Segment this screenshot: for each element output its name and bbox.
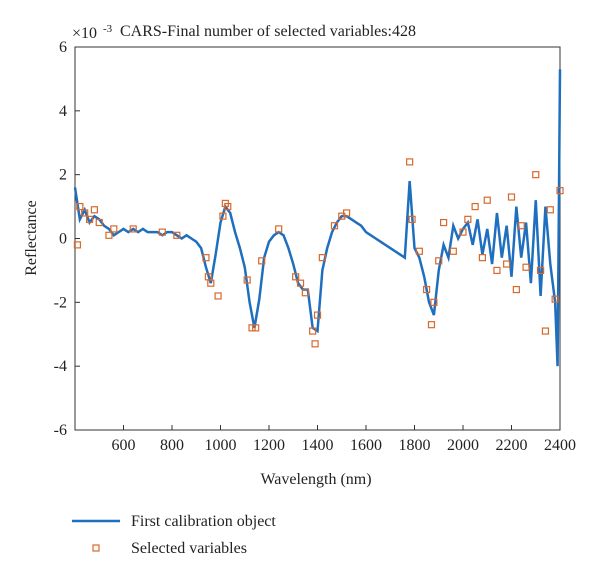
selected-marker <box>95 218 103 227</box>
y-tick-label: -2 <box>54 294 67 311</box>
selected-marker <box>219 212 227 220</box>
selected-marker <box>311 340 319 348</box>
selected-marker <box>546 206 554 214</box>
selected-marker <box>536 266 545 275</box>
x-tick-label: 2200 <box>496 437 528 454</box>
selected-marker <box>129 225 137 233</box>
x-tick-label: 800 <box>160 437 184 454</box>
selected-marker <box>309 327 317 335</box>
selected-marker <box>76 202 84 211</box>
x-axis-label: Wavelength (nm) <box>260 471 371 488</box>
selected-marker <box>301 289 309 297</box>
y-tick-label: -4 <box>54 358 67 375</box>
selected-marker <box>248 324 256 332</box>
selected-marker <box>81 209 89 217</box>
selected-marker <box>258 257 266 265</box>
x-tick-label: 1000 <box>205 437 237 454</box>
y-scale-base: ×10 <box>72 25 97 42</box>
selected-marker <box>493 266 501 275</box>
selected-marker <box>90 206 99 214</box>
y-tick-label: 6 <box>59 39 67 56</box>
selected-marker <box>532 171 540 179</box>
selected-marker <box>507 193 516 201</box>
selected-marker <box>207 279 215 287</box>
selected-marker <box>551 295 559 303</box>
legend-label: Selected variables <box>131 540 247 557</box>
selected-marker <box>478 254 486 262</box>
selected-marker <box>459 228 467 236</box>
selected-marker <box>202 254 210 262</box>
selected-marker <box>105 231 113 239</box>
legend-marker <box>92 544 100 552</box>
selected-marker <box>313 311 322 319</box>
selected-marker <box>464 215 472 223</box>
selected-marker <box>330 222 339 230</box>
selected-marker <box>517 222 525 230</box>
selected-marker <box>541 327 550 335</box>
x-tick-label: 1800 <box>399 437 431 454</box>
selected-marker <box>435 257 443 265</box>
selected-marker <box>296 279 305 287</box>
x-tick-label: 1400 <box>302 437 334 454</box>
selected-marker <box>415 247 423 255</box>
selected-marker <box>318 254 326 262</box>
chart-title: CARS-Final number of selected variables:… <box>120 23 416 40</box>
y-tick-label: -6 <box>54 422 67 439</box>
selected-marker <box>343 209 351 217</box>
selected-marker <box>449 247 457 255</box>
selected-marker <box>471 202 479 211</box>
x-tick-label: 1600 <box>350 437 382 454</box>
selected-marker <box>292 273 300 281</box>
selected-marker <box>440 218 448 227</box>
x-tick-label: 2000 <box>447 437 479 454</box>
selected-marker <box>158 228 166 236</box>
selected-marker <box>243 276 251 284</box>
selected-marker <box>423 285 431 294</box>
selected-marker <box>85 215 94 223</box>
x-tick-label: 1200 <box>253 437 285 454</box>
selected-marker <box>556 187 564 195</box>
y-tick-label: 2 <box>59 167 67 184</box>
y-axis-label: Reflectance <box>23 200 40 276</box>
x-tick-label: 2400 <box>544 437 576 454</box>
selected-marker <box>275 225 283 233</box>
selected-marker <box>503 260 511 268</box>
selected-marker <box>73 241 82 249</box>
y-scale-exponent: -3 <box>103 23 113 35</box>
selected-marker <box>512 285 520 294</box>
selected-marker <box>522 263 530 271</box>
selected-marker <box>406 158 414 166</box>
selected-marker <box>173 231 181 239</box>
y-tick-label: 4 <box>59 103 67 120</box>
selected-marker <box>110 225 118 233</box>
legend-label: First calibration object <box>131 513 276 530</box>
selected-marker <box>224 202 232 211</box>
selected-marker <box>430 298 438 306</box>
selected-marker <box>214 292 222 300</box>
selected-marker <box>483 196 491 204</box>
selected-marker <box>252 324 260 332</box>
spectrum-line <box>73 69 562 367</box>
x-tick-label: 600 <box>112 437 136 454</box>
selected-marker <box>427 321 436 329</box>
selected-marker <box>408 215 416 223</box>
y-tick-label: 0 <box>59 231 67 248</box>
